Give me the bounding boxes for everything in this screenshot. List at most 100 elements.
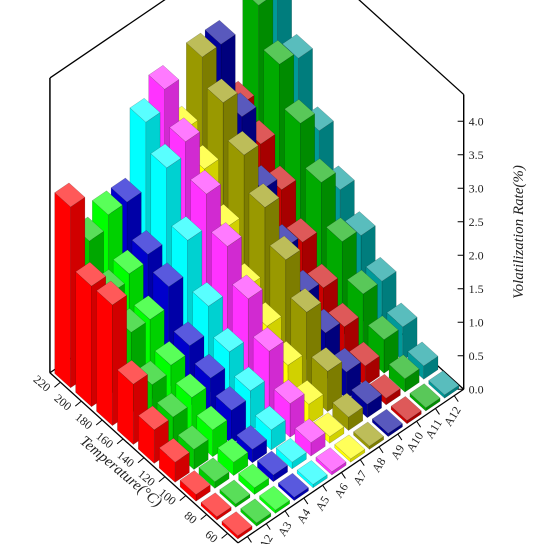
bar-face-top	[365, 256, 397, 282]
bar-face-top	[386, 302, 418, 328]
bar-face-top	[371, 408, 403, 434]
bar-face-top	[409, 383, 441, 408]
bar-A5-60	[296, 460, 328, 489]
bar-face-top	[234, 366, 265, 392]
y-tick-mark	[247, 536, 252, 543]
bar-face-top	[158, 437, 190, 463]
bar-face-top	[273, 379, 305, 404]
y-tick-mark	[284, 510, 290, 518]
bar-A2-60	[240, 498, 272, 527]
x-tick-label: 200	[52, 391, 75, 413]
bar-face-top	[156, 392, 188, 418]
bar-face-top	[54, 182, 86, 208]
frame-edge	[49, 0, 166, 79]
y-tick-mark	[341, 472, 346, 479]
bar-A12-60	[428, 370, 460, 399]
bar-face-top	[238, 463, 270, 489]
bar-A4-60	[277, 472, 309, 502]
y-tick-mark	[453, 395, 459, 402]
bar-face-top	[213, 327, 245, 353]
bar-face-top	[196, 405, 228, 431]
bar-face-top	[133, 295, 165, 320]
bar-face-top	[150, 143, 182, 169]
bar-A5-80	[275, 437, 307, 470]
y-tick-mark	[322, 484, 328, 492]
bar-A3-100	[217, 437, 249, 477]
x-tick-mark	[221, 533, 228, 539]
bar-A10-60	[390, 396, 422, 425]
bar-face-top	[198, 457, 230, 482]
bar-face-top	[204, 19, 236, 45]
bar-face-top	[294, 418, 326, 443]
x-tick-mark	[179, 495, 187, 501]
bar-face-top	[240, 498, 272, 524]
bar-face-top	[254, 405, 286, 431]
bar-face-top	[369, 373, 401, 399]
bar-A5-100	[254, 405, 286, 451]
bar-face-top	[313, 412, 345, 437]
z-tick-label: 2.5	[469, 215, 484, 229]
bar-A7-60	[334, 434, 366, 463]
x-tick-label: 60	[202, 527, 220, 544]
bar-face-top	[177, 425, 209, 450]
x-tick-mark	[200, 514, 208, 520]
y-tick-mark	[303, 497, 309, 505]
chart-bars	[54, 0, 460, 540]
bar-face-top	[351, 380, 382, 405]
bar-A9-60	[371, 408, 403, 438]
x-tick-mark	[116, 438, 124, 445]
bar-A8-60	[353, 421, 385, 450]
bar-face-top	[231, 274, 263, 300]
bar-face-top	[190, 169, 222, 195]
bar-face-top	[263, 40, 295, 65]
y-tick-label: A12	[441, 404, 464, 429]
bar-A12-80	[407, 341, 439, 380]
bar-face-top	[175, 373, 207, 398]
bar-face-top	[248, 183, 280, 208]
bar-face-top	[257, 450, 288, 476]
bar-face-top	[252, 0, 267, 6]
bar-face-top	[96, 280, 128, 306]
bar-face-top	[129, 97, 161, 123]
bar-A3-60	[259, 485, 291, 514]
bar-face-top	[346, 269, 378, 295]
bar-face-top	[75, 261, 107, 287]
bar-face-top	[169, 117, 201, 142]
bar-A2-80	[219, 479, 251, 508]
z-tick-label: 3.5	[469, 148, 484, 162]
y-tick-mark	[397, 433, 403, 441]
bar-face-top	[344, 211, 376, 236]
bar-face-top	[353, 421, 385, 447]
bar-face-top	[390, 396, 422, 421]
bar-face-top	[200, 492, 232, 518]
bar-face-top	[179, 470, 211, 495]
x-tick-label: 80	[182, 508, 200, 526]
x-tick-mark	[158, 476, 166, 483]
bar-A11-100	[367, 315, 399, 374]
y-tick-label: A6	[331, 481, 351, 501]
bar-face-top	[367, 315, 399, 340]
bar-A11-60	[409, 383, 441, 412]
bar-face-top	[215, 386, 247, 411]
bar-A2-100	[198, 457, 230, 489]
x-tick-label: 180	[72, 410, 95, 432]
bar-face-front	[54, 192, 71, 389]
y-tick-label: A8	[369, 455, 389, 475]
bar-face-top	[227, 130, 259, 156]
bar-face-top	[252, 327, 284, 352]
bar-face-top	[277, 472, 309, 498]
y-tick-mark	[435, 408, 440, 415]
frame-edge	[358, 0, 465, 95]
bar-A4-80	[257, 450, 288, 483]
bar-face-top	[296, 460, 328, 485]
bar-face-top	[131, 230, 163, 255]
bar-face-front	[96, 290, 113, 427]
bar-face-top	[307, 263, 339, 289]
bar-face-top	[171, 216, 203, 241]
bar-face-top	[282, 33, 313, 59]
bar-face-top	[148, 65, 180, 90]
bar-face-top	[217, 437, 249, 463]
bar-face-top	[219, 479, 251, 505]
bar-face-top	[152, 262, 184, 287]
